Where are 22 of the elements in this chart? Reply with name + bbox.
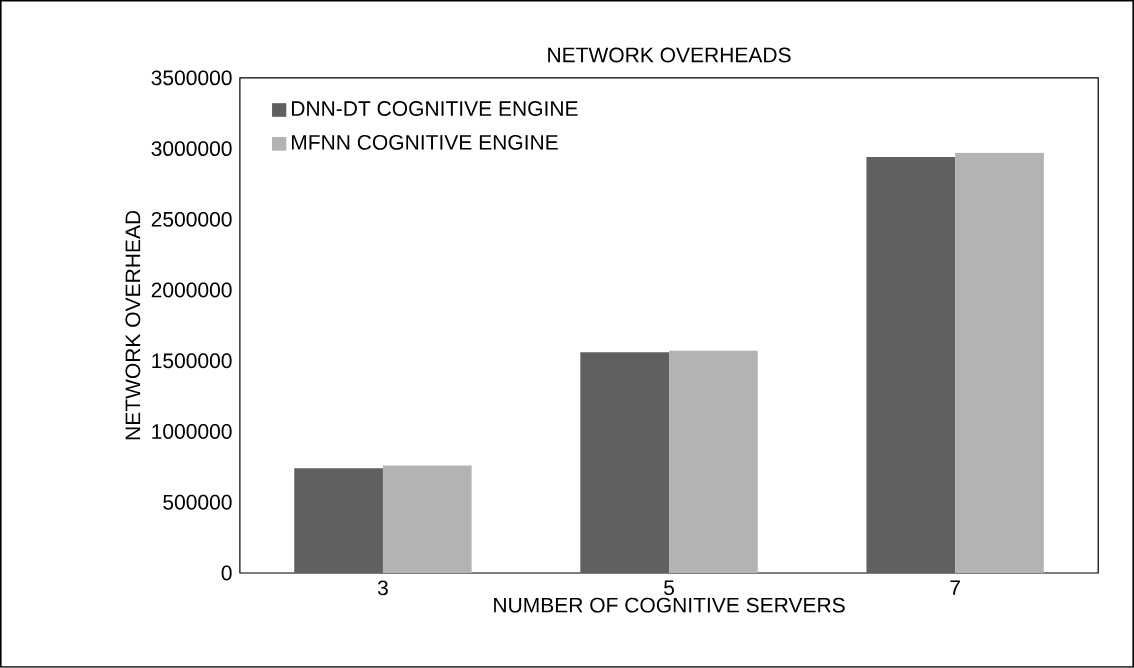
y-tick-label: 3500000 [151,70,232,86]
bar [382,465,472,574]
y-tick-label: 500000 [163,494,232,510]
bar [866,157,956,574]
y-tick-label: 2000000 [151,282,232,298]
y-tick-label: 2500000 [151,211,232,227]
x-tick-label: 3 [377,580,388,596]
y-axis-title: NETWORK OVERHEAD [125,210,141,440]
y-tick-label: 0 [221,565,232,581]
bar [955,152,1044,574]
y-tick-label: 1000000 [152,424,232,440]
y-tick-label: 1500000 [152,353,232,369]
bar [580,352,670,574]
x-tick-label: 5 [664,580,674,596]
x-tick-label: 7 [950,580,960,595]
y-tick-label: 3000000 [151,141,232,157]
legend-label: MFNN COGNITIVE ENGINE [292,135,558,150]
legend-label: DNN-DT COGNITIVE ENGINE [292,101,578,117]
chart-title: NETWORK OVERHEADS [548,47,791,63]
bar [669,350,758,574]
bar [294,468,383,574]
x-axis-title: NUMBER OF COGNITIVE SERVERS [494,597,845,613]
